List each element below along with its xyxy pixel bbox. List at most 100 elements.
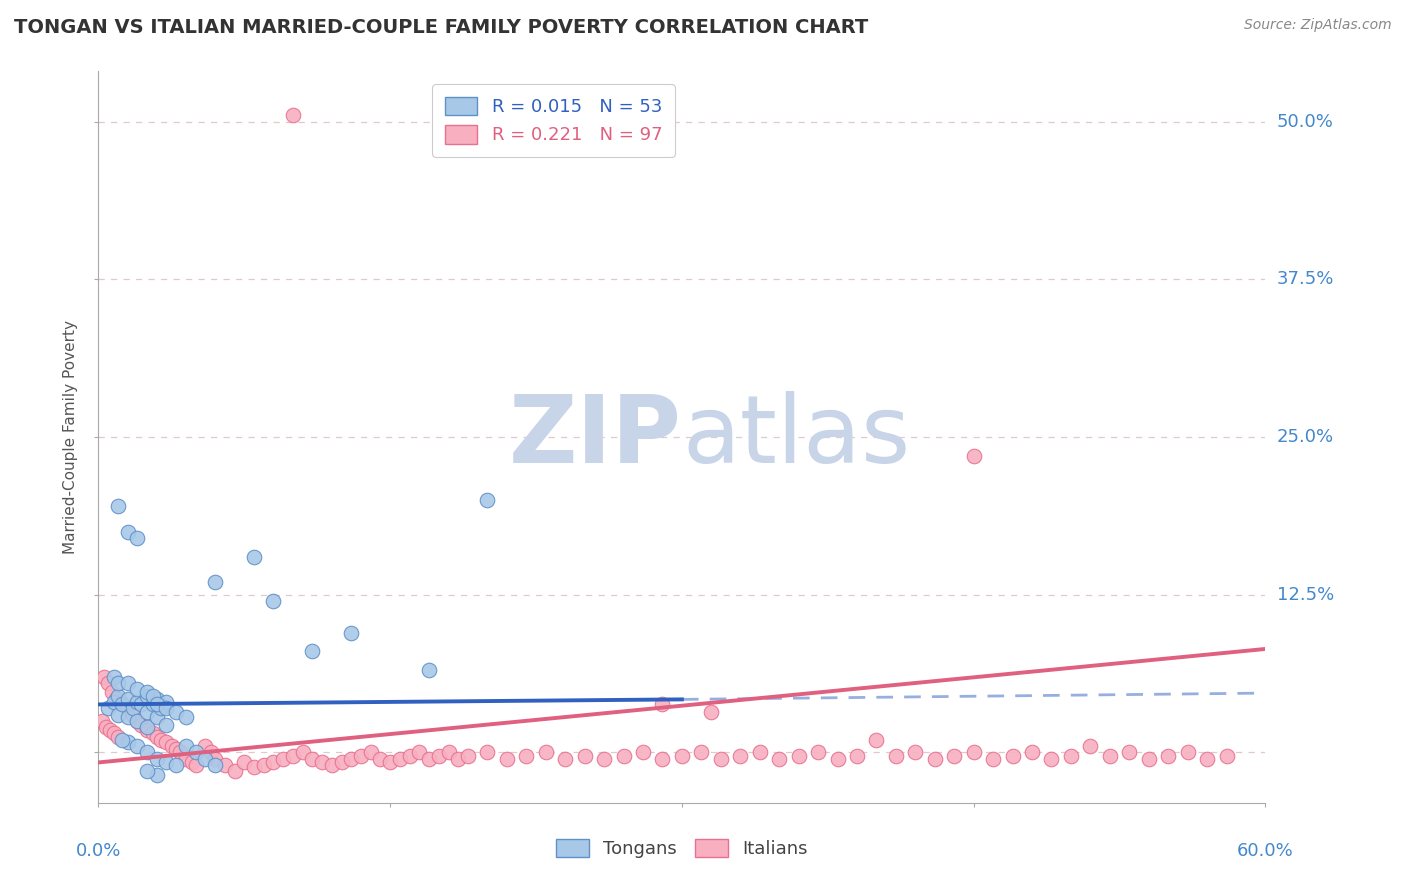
Point	[1080, 739, 1102, 753]
Point	[165, 758, 187, 772]
Point	[136, 720, 159, 734]
Point	[122, 701, 145, 715]
Point	[281, 749, 304, 764]
Point	[146, 768, 169, 782]
Point	[200, 745, 222, 759]
Point	[97, 676, 120, 690]
Point	[129, 717, 152, 731]
Point	[330, 756, 353, 770]
Point	[262, 756, 284, 770]
Point	[418, 664, 440, 678]
Text: atlas: atlas	[682, 391, 910, 483]
Point	[184, 758, 207, 772]
Point	[117, 735, 139, 749]
Point	[136, 705, 159, 719]
Point	[149, 701, 172, 715]
Point	[962, 449, 984, 463]
Point	[107, 689, 129, 703]
Point	[1195, 752, 1218, 766]
Point	[127, 682, 149, 697]
Point	[1215, 749, 1237, 764]
Point	[846, 749, 869, 764]
Point	[146, 730, 169, 744]
Point	[962, 745, 984, 759]
Point	[111, 698, 134, 712]
Text: 50.0%: 50.0%	[1277, 112, 1333, 131]
Point	[534, 745, 557, 759]
Point	[477, 745, 499, 759]
Point	[904, 745, 927, 759]
Text: 37.5%: 37.5%	[1277, 270, 1334, 288]
Point	[107, 500, 129, 514]
Point	[631, 745, 654, 759]
Point	[93, 670, 115, 684]
Point	[107, 707, 129, 722]
Point	[146, 692, 169, 706]
Text: 25.0%: 25.0%	[1277, 428, 1334, 446]
Point	[103, 670, 125, 684]
Point	[165, 741, 187, 756]
Point	[340, 625, 363, 640]
Point	[321, 758, 343, 772]
Point	[1118, 745, 1140, 759]
Point	[301, 644, 323, 658]
Point	[865, 732, 887, 747]
Point	[281, 108, 304, 122]
Point	[884, 749, 907, 764]
Point	[1098, 749, 1121, 764]
Point	[253, 758, 276, 772]
Text: ZIP: ZIP	[509, 391, 682, 483]
Point	[477, 493, 499, 508]
Point	[574, 749, 596, 764]
Point	[117, 676, 139, 690]
Point	[180, 756, 202, 770]
Point	[981, 752, 1004, 766]
Point	[301, 752, 323, 766]
Point	[554, 752, 576, 766]
Point	[1157, 749, 1180, 764]
Point	[127, 695, 149, 709]
Point	[204, 758, 226, 772]
Point	[142, 726, 165, 740]
Point	[651, 698, 673, 712]
Point	[98, 723, 121, 737]
Point	[194, 752, 217, 766]
Y-axis label: Married-Couple Family Poverty: Married-Couple Family Poverty	[63, 320, 79, 554]
Point	[1040, 752, 1063, 766]
Text: Source: ZipAtlas.com: Source: ZipAtlas.com	[1244, 18, 1392, 32]
Point	[127, 714, 149, 728]
Point	[101, 685, 124, 699]
Point	[1060, 749, 1083, 764]
Point	[827, 752, 849, 766]
Point	[194, 739, 217, 753]
Point	[262, 594, 284, 608]
Point	[613, 749, 636, 764]
Point	[97, 701, 120, 715]
Point	[146, 698, 169, 712]
Point	[398, 749, 420, 764]
Point	[651, 752, 673, 766]
Point	[1177, 745, 1199, 759]
Point	[233, 756, 256, 770]
Point	[129, 698, 152, 712]
Text: 0.0%: 0.0%	[76, 842, 121, 860]
Point	[768, 752, 790, 766]
Point	[787, 749, 810, 764]
Point	[155, 717, 177, 731]
Text: 60.0%: 60.0%	[1237, 842, 1294, 860]
Point	[174, 752, 197, 766]
Point	[136, 723, 159, 737]
Point	[155, 701, 177, 715]
Point	[690, 745, 713, 759]
Point	[136, 764, 159, 779]
Point	[291, 745, 314, 759]
Point	[146, 710, 169, 724]
Point	[117, 524, 139, 539]
Point	[388, 752, 411, 766]
Point	[1021, 745, 1043, 759]
Point	[142, 698, 165, 712]
Point	[117, 710, 139, 724]
Point	[103, 726, 125, 740]
Point	[155, 735, 177, 749]
Point	[457, 749, 479, 764]
